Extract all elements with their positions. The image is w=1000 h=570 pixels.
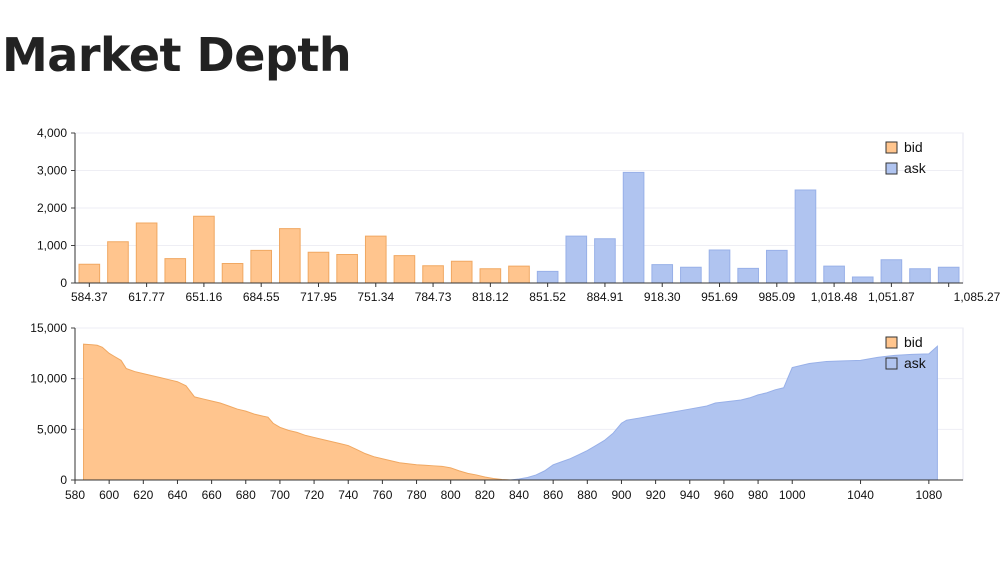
legend-label-bid: bid <box>904 334 923 350</box>
legend-swatch-bid <box>885 336 898 349</box>
legend-swatch-ask <box>885 357 898 370</box>
x-tick-label: 740 <box>338 488 358 502</box>
bar-ask <box>622 171 645 284</box>
x-tick-label: 818.12 <box>472 290 509 304</box>
x-tick-label: 940 <box>680 488 700 502</box>
bar-chart: 0 1,000 2,000 3,000 4,000 584.37 617.77 651.16 6… <box>37 126 1000 304</box>
bar-bid <box>135 222 158 284</box>
bar-bid <box>508 265 530 284</box>
x-tick-label: 617.77 <box>128 290 165 304</box>
bar-ask <box>851 276 874 284</box>
x-tick-label: 700 <box>270 488 290 502</box>
bar-bid <box>279 228 301 284</box>
x-tick-label: 985.09 <box>758 290 795 304</box>
legend-label-ask: ask <box>904 355 927 371</box>
x-tick-label: 660 <box>202 488 222 502</box>
bar-bid <box>364 235 387 284</box>
x-tick-label: 920 <box>646 488 666 502</box>
bar-ask <box>909 268 931 284</box>
bar-ask <box>680 266 702 284</box>
x-tick-label: 860 <box>543 488 563 502</box>
bar-ask <box>737 267 759 284</box>
x-tick-label: 1,085.27 <box>954 290 1000 304</box>
x-tick-label: 1,051.87 <box>868 290 915 304</box>
x-tick-label: 684.55 <box>243 290 280 304</box>
bar-ask <box>937 266 960 284</box>
x-tick-label: 680 <box>236 488 256 502</box>
bar-ask <box>651 264 674 284</box>
bar-ask <box>880 259 903 284</box>
x-tick-label: 584.37 <box>71 290 108 304</box>
x-tick-label: 717.95 <box>300 290 337 304</box>
y-tick-label: 5,000 <box>37 422 67 436</box>
x-tick-label: 640 <box>167 488 187 502</box>
x-tick-label: 800 <box>441 488 461 502</box>
area-bid <box>83 343 511 481</box>
x-tick-label: 884.91 <box>587 290 624 304</box>
x-tick-label: 918.30 <box>644 290 681 304</box>
bar-ask <box>565 235 588 284</box>
y-tick-label: 15,000 <box>30 321 67 335</box>
bar-ask <box>794 189 817 284</box>
depth-chart: 0 5,000 10,000 15,000 580 600 620 640 660 680 700 7… <box>30 321 964 502</box>
y-tick-label: 0 <box>60 276 67 290</box>
page-title: Market Depth <box>2 28 352 82</box>
x-tick-label: 1040 <box>847 488 874 502</box>
x-tick-label: 580 <box>65 488 85 502</box>
bar-bid <box>107 241 129 284</box>
y-tick-label: 2,000 <box>37 201 67 215</box>
bar-bid <box>422 265 444 284</box>
x-tick-label: 820 <box>475 488 495 502</box>
x-tick-label: 880 <box>577 488 597 502</box>
bar-bid <box>250 249 273 284</box>
legend-label-bid: bid <box>904 139 923 155</box>
x-tick-label: 951.69 <box>701 290 738 304</box>
y-tick-label: 0 <box>60 473 67 487</box>
x-tick-label: 720 <box>304 488 324 502</box>
bar-bid <box>164 258 187 284</box>
bar-ask <box>708 249 731 284</box>
bar-ask <box>536 270 559 284</box>
bar-bid <box>307 251 330 284</box>
x-tick-label: 1,018.48 <box>811 290 858 304</box>
bar-bid <box>78 263 101 284</box>
bar-ask <box>594 238 616 284</box>
y-tick-label: 1,000 <box>37 239 67 253</box>
bar-bid <box>479 268 502 284</box>
y-tick-label: 3,000 <box>37 164 67 178</box>
legend-swatch-ask <box>885 162 898 175</box>
bar-bid <box>193 215 215 284</box>
x-tick-label: 620 <box>133 488 153 502</box>
bar-bid <box>221 263 244 284</box>
x-tick-label: 1000 <box>779 488 806 502</box>
x-tick-label: 980 <box>748 488 768 502</box>
x-tick-label: 960 <box>714 488 734 502</box>
x-tick-label: 600 <box>99 488 119 502</box>
bar-bid <box>336 254 358 284</box>
legend-swatch-bid <box>885 141 898 154</box>
x-tick-label: 784.73 <box>415 290 452 304</box>
bar-bid <box>450 260 473 284</box>
x-tick-label: 751.34 <box>357 290 394 304</box>
x-tick-label: 651.16 <box>186 290 223 304</box>
y-tick-label: 10,000 <box>30 372 67 386</box>
x-tick-label: 780 <box>407 488 427 502</box>
legend-label-ask: ask <box>904 160 927 176</box>
x-tick-label: 760 <box>372 488 392 502</box>
area-ask <box>510 345 938 481</box>
x-tick-label: 840 <box>509 488 529 502</box>
bar-bid <box>393 255 416 284</box>
bar-ask <box>823 265 845 284</box>
y-tick-label: 4,000 <box>37 126 67 140</box>
x-tick-label: 900 <box>611 488 631 502</box>
x-tick-label: 1080 <box>915 488 942 502</box>
x-tick-label: 851.52 <box>529 290 566 304</box>
bar-ask <box>765 249 788 284</box>
